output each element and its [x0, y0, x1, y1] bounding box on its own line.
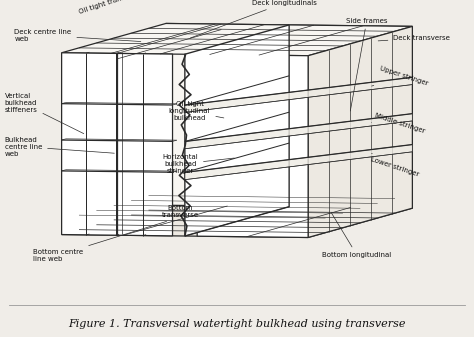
Polygon shape — [166, 24, 412, 208]
Polygon shape — [185, 145, 412, 180]
Text: Deck centre line
web: Deck centre line web — [14, 29, 141, 42]
Text: Bulkhead
centre line
web: Bulkhead centre line web — [5, 136, 114, 157]
Text: Middle stringer: Middle stringer — [372, 112, 426, 134]
Text: Deck longitudinals: Deck longitudinals — [190, 0, 317, 38]
Text: Bottom centre
line web: Bottom centre line web — [33, 221, 166, 262]
Text: Upper stringer: Upper stringer — [372, 66, 429, 87]
Text: Deck transverse: Deck transverse — [378, 35, 450, 41]
Polygon shape — [197, 54, 308, 238]
Text: Bottom longitudinal: Bottom longitudinal — [322, 213, 392, 258]
Polygon shape — [185, 25, 289, 236]
Polygon shape — [308, 26, 412, 238]
Polygon shape — [62, 205, 412, 238]
Text: Horizontal
bulkhead
stringer: Horizontal bulkhead stringer — [162, 154, 234, 174]
Polygon shape — [62, 24, 412, 56]
Text: Oil tight
longitudinal
bulkhead: Oil tight longitudinal bulkhead — [169, 101, 224, 121]
Text: Oil tight transverse bulkhead: Oil tight transverse bulkhead — [79, 0, 177, 15]
Polygon shape — [185, 114, 412, 149]
Text: Bottom
transverse: Bottom transverse — [162, 205, 199, 218]
Text: Figure 1. Transversal watertight bulkhead using transverse: Figure 1. Transversal watertight bulkhea… — [68, 319, 406, 329]
Text: Lower stringer: Lower stringer — [370, 153, 419, 178]
Polygon shape — [185, 77, 412, 113]
Text: Side frames: Side frames — [346, 18, 388, 111]
Polygon shape — [62, 53, 173, 236]
Text: Vertical
bulkhead
stiffeners: Vertical bulkhead stiffeners — [5, 93, 84, 134]
